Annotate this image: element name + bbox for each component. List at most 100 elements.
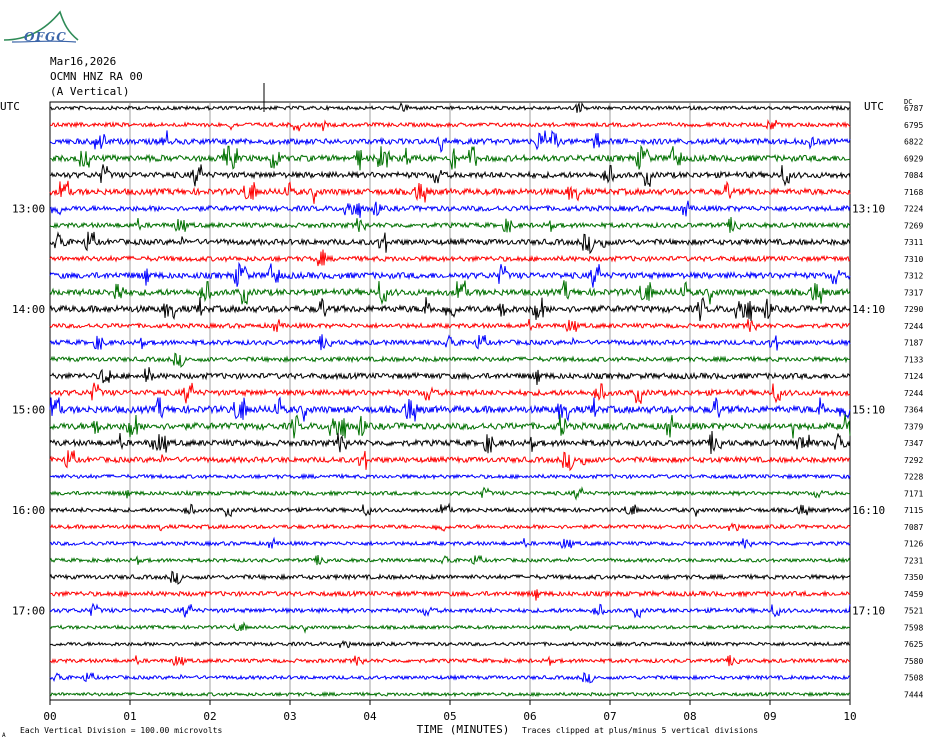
- x-tick-label: 00: [43, 710, 56, 723]
- x-axis-label: TIME (MINUTES): [417, 723, 510, 736]
- left-hour-label: 13:00: [12, 203, 45, 216]
- dc-offset-label: 7312: [904, 272, 923, 281]
- trace-line: [49, 672, 851, 684]
- trace-line: [49, 280, 851, 306]
- dc-offset-label: 7350: [904, 573, 923, 582]
- x-tick-label: 04: [363, 710, 377, 723]
- trace-line: [49, 430, 851, 455]
- dc-offset-label: 7364: [904, 406, 923, 415]
- dc-offset-label: 7290: [904, 305, 923, 314]
- dc-offset-label: 7459: [904, 590, 923, 599]
- trace-line: [49, 502, 851, 518]
- trace-line: [49, 654, 851, 667]
- trace-line: [49, 164, 851, 187]
- right-hour-label: 13:10: [852, 203, 885, 216]
- trace-line: [49, 319, 851, 333]
- x-tick-label: 06: [523, 710, 536, 723]
- dc-offset-label: 7311: [904, 238, 923, 247]
- trace-line: [49, 261, 851, 288]
- trace-line: [49, 396, 851, 422]
- corner-mark: A: [2, 732, 6, 739]
- trace-line: [49, 118, 851, 132]
- dc-offset-label: 7087: [904, 523, 923, 532]
- dc-offset-label: 7171: [904, 489, 923, 498]
- trace-line: [49, 216, 851, 233]
- dc-offset-label: 6822: [904, 138, 923, 147]
- dc-offset-label: 7244: [904, 322, 923, 331]
- dc-offset-label: 6787: [904, 104, 923, 113]
- dc-offset-label: 7187: [904, 339, 923, 348]
- trace-line: [49, 180, 851, 204]
- trace-line: [49, 589, 851, 601]
- right-tz-label: UTC: [864, 100, 884, 113]
- dc-offset-label: 7625: [904, 640, 923, 649]
- dc-offset-label: 7115: [904, 506, 923, 515]
- dc-offset-label: 7379: [904, 422, 923, 431]
- x-tick-label: 08: [683, 710, 696, 723]
- left-hour-label: 17:00: [12, 605, 45, 618]
- dc-offset-label: 7317: [904, 288, 923, 297]
- dc-offset-label: 7347: [904, 439, 923, 448]
- trace-line: [49, 231, 851, 255]
- dc-offset-label: 6929: [904, 154, 923, 163]
- trace-line: [49, 486, 851, 501]
- left-hour-label: 14:00: [12, 303, 45, 316]
- dc-offset-label: 7508: [904, 674, 923, 683]
- header-component: (A Vertical): [50, 85, 130, 98]
- header-date: Mar16,2026: [50, 55, 117, 68]
- trace-line: [49, 249, 851, 267]
- trace-line: [49, 129, 851, 154]
- dc-offset-label: 7228: [904, 473, 923, 482]
- x-tick-label: 07: [603, 710, 616, 723]
- dc-offset-label: 6795: [904, 121, 923, 130]
- trace-line: [49, 472, 851, 481]
- scale-note: Each Vertical Division = 100.00 microvol…: [20, 726, 222, 735]
- logo-text: OFGC: [24, 30, 67, 44]
- trace-line: [49, 200, 851, 218]
- dc-offset-label: 7231: [904, 556, 923, 565]
- trace-line: [49, 690, 851, 698]
- x-tick-label: 10: [843, 710, 856, 723]
- logo-swoosh-icon: [3, 10, 79, 43]
- trace-line: [49, 621, 851, 634]
- trace-line: [49, 602, 851, 619]
- dc-offset-label: 7244: [904, 389, 923, 398]
- x-tick-label: 05: [443, 710, 456, 723]
- trace-line: [49, 101, 850, 113]
- trace-line: [49, 297, 851, 322]
- trace-line: [49, 334, 851, 351]
- trace-line: [49, 144, 851, 171]
- trace-line: [49, 639, 851, 649]
- dc-offset-label: 7444: [904, 690, 923, 699]
- trace-line: [49, 414, 851, 439]
- trace-line: [49, 367, 851, 386]
- trace-line: [49, 536, 851, 550]
- dc-offset-label: 7310: [904, 255, 923, 264]
- left-tz-label: UTC: [0, 100, 20, 113]
- right-hour-label: 16:10: [852, 504, 885, 517]
- trace-line: [49, 522, 851, 532]
- x-tick-label: 03: [283, 710, 296, 723]
- dc-offset-label: 7084: [904, 171, 923, 180]
- dc-offset-label: 7292: [904, 456, 923, 465]
- right-hour-label: 15:10: [852, 404, 885, 417]
- dc-offset-label: 7124: [904, 372, 923, 381]
- right-hour-label: 14:10: [852, 303, 885, 316]
- dc-offset-label: 7269: [904, 221, 923, 230]
- clip-note: Traces clipped at plus/minus 5 vertical …: [522, 726, 758, 735]
- dc-offset-label: 7133: [904, 355, 923, 364]
- ofgc-logo: OFGC: [2, 4, 82, 46]
- trace-line: [49, 570, 851, 585]
- x-tick-label: 01: [123, 710, 136, 723]
- dc-offset-label: 7521: [904, 607, 923, 616]
- dc-offset-label: 7168: [904, 188, 923, 197]
- x-tick-label: 02: [203, 710, 216, 723]
- trace-line: [49, 352, 851, 368]
- dc-offset-label: 7126: [904, 540, 923, 549]
- trace-line: [49, 382, 851, 404]
- x-tick-label: 09: [763, 710, 776, 723]
- header-station: OCMN HNZ RA 00: [50, 70, 143, 83]
- dc-offset-label: 7580: [904, 657, 923, 666]
- dc-header-label: DC: [904, 98, 912, 106]
